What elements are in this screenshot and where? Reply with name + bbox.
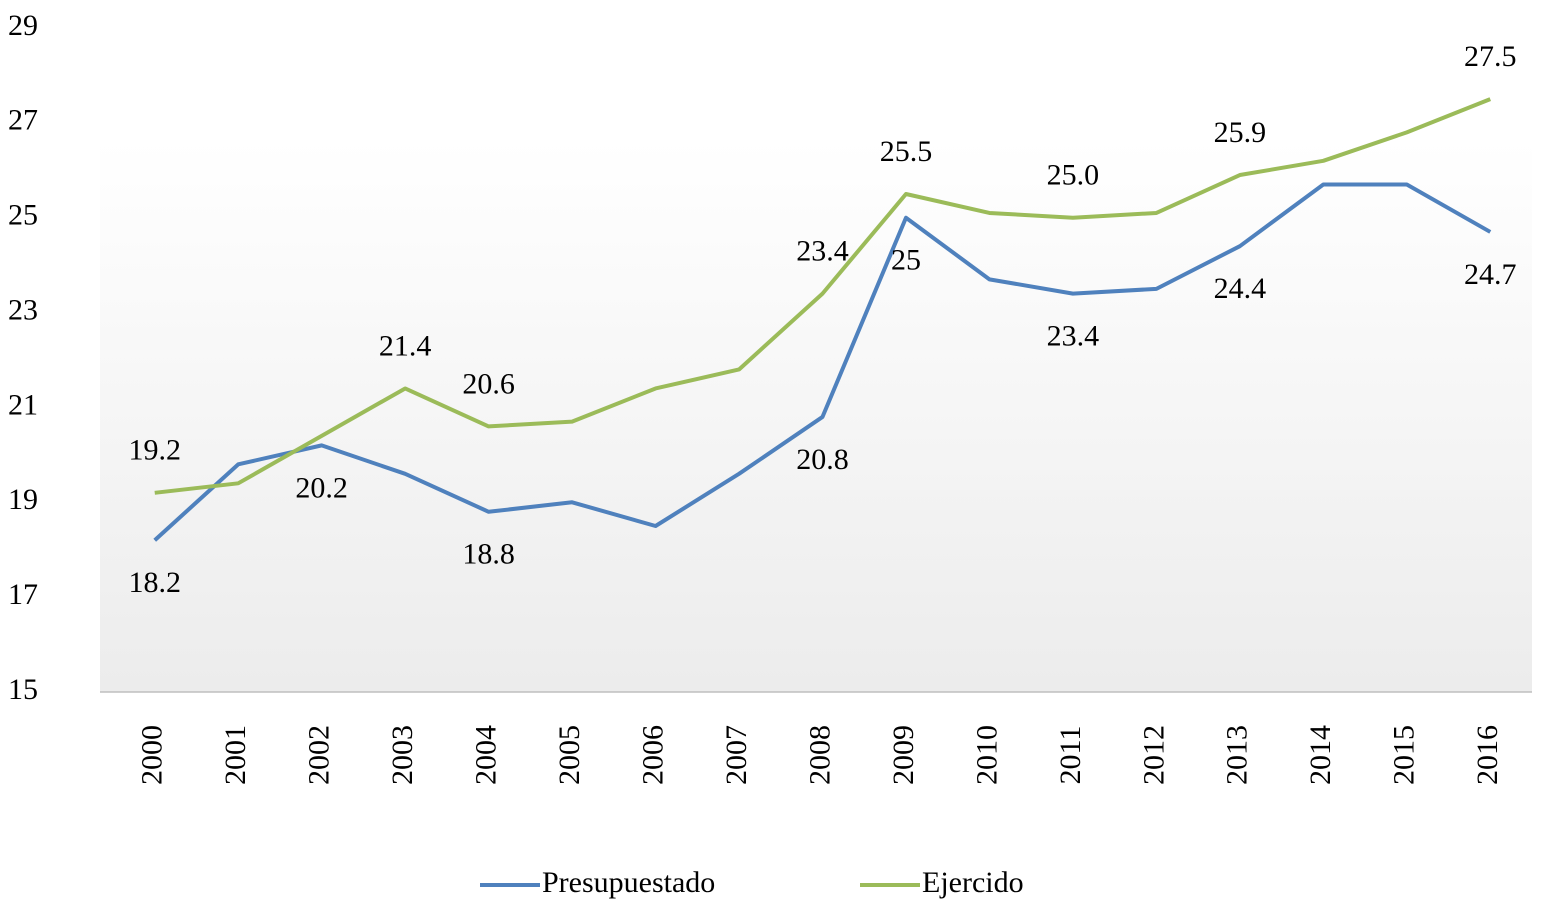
data-label: 20.8	[796, 443, 849, 476]
y-tick-label: 25	[8, 199, 38, 232]
x-tick-label: 2009	[887, 725, 920, 785]
x-tick-label: 2005	[553, 725, 586, 785]
x-tick-label: 2007	[720, 725, 753, 785]
data-label: 25.9	[1214, 116, 1267, 149]
data-label: 18.2	[128, 566, 181, 599]
x-tick-label: 2006	[636, 725, 669, 785]
data-label: 23.4	[796, 234, 849, 267]
y-tick-label: 17	[8, 578, 38, 611]
x-tick-label: 2002	[303, 725, 336, 785]
y-tick-label: 29	[8, 9, 38, 42]
data-label: 21.4	[379, 329, 432, 362]
data-label: 27.5	[1464, 40, 1517, 73]
series-line	[154, 97, 1491, 495]
data-label: 20.6	[462, 367, 515, 400]
data-label: 20.2	[295, 471, 348, 504]
x-tick-label: 2000	[136, 725, 169, 785]
y-tick-label: 19	[8, 483, 38, 516]
data-label: 25.0	[1047, 159, 1100, 192]
y-tick-label: 15	[8, 673, 38, 706]
y-tick-label: 21	[8, 388, 38, 421]
data-label: 24.7	[1464, 258, 1517, 291]
x-tick-label: 2008	[803, 725, 836, 785]
plot-background	[100, 140, 1532, 692]
y-tick-label: 27	[8, 104, 38, 137]
x-tick-label: 2003	[386, 725, 419, 785]
data-label: 19.2	[128, 434, 181, 467]
data-label: 23.4	[1047, 319, 1100, 352]
data-label: 25	[891, 244, 921, 277]
x-tick-label: 2012	[1137, 725, 1170, 785]
x-tick-label: 2014	[1304, 725, 1337, 785]
y-tick-label: 23	[8, 293, 38, 326]
x-tick-label: 2004	[470, 725, 503, 785]
data-label: 18.8	[462, 538, 515, 571]
data-label: 25.5	[880, 135, 933, 168]
x-tick-label: 2016	[1471, 725, 1504, 785]
legend-label: Ejercido	[922, 866, 1024, 899]
x-tick-label: 2011	[1054, 726, 1087, 785]
series-line	[153, 182, 1492, 542]
data-label: 24.4	[1214, 272, 1267, 305]
x-tick-label: 2010	[970, 725, 1003, 785]
x-tick-label: 2013	[1221, 725, 1254, 785]
legend-label: Presupuestado	[542, 866, 715, 899]
x-tick-label: 2015	[1388, 725, 1421, 785]
x-tick-label: 2001	[219, 725, 252, 785]
